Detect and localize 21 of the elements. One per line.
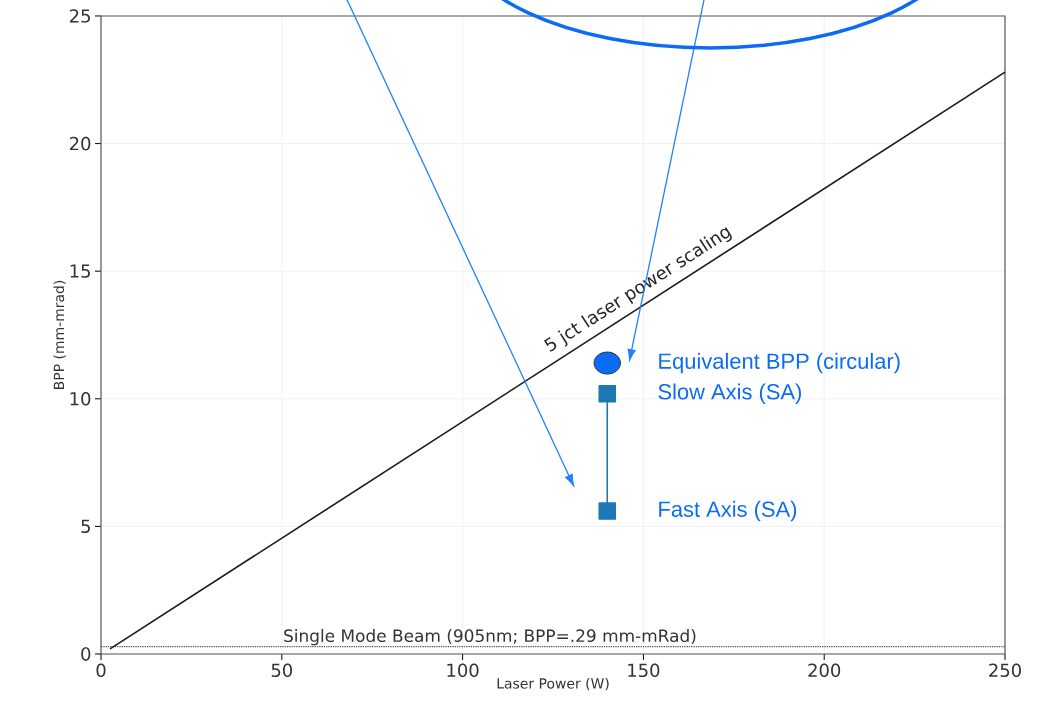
point: [593, 351, 621, 375]
y-tick-label: 25: [69, 9, 90, 23]
y-axis-title: BPP (mm-mrad): [53, 280, 66, 389]
point: [598, 502, 617, 520]
x-tick-label: 100: [447, 663, 479, 678]
x-tick-label: 0: [96, 663, 106, 678]
annotation: Fast Axis (SA): [659, 500, 797, 522]
y-tick-label: 5: [81, 519, 90, 534]
y-tick-label: 15: [70, 264, 90, 278]
y-tick-label: 0: [81, 647, 91, 661]
y-tick-label: 20: [69, 136, 91, 151]
x-tick-label: 150: [628, 663, 660, 678]
x-tick-label: 200: [808, 663, 841, 678]
annotation: Equivalent BPP (circular): [659, 352, 900, 374]
x-tick-label: 50: [271, 663, 293, 678]
point: [598, 384, 617, 403]
y-tick-label: 10: [70, 392, 91, 406]
ref-line-label: Single Mode Beam (905nm; BPP=.29 mm-mRad): [284, 628, 696, 646]
annotation: Slow Axis (SA): [658, 383, 801, 404]
x-axis-title: Laser Power (W): [497, 677, 609, 691]
x-tick-label: 250: [989, 663, 1021, 678]
